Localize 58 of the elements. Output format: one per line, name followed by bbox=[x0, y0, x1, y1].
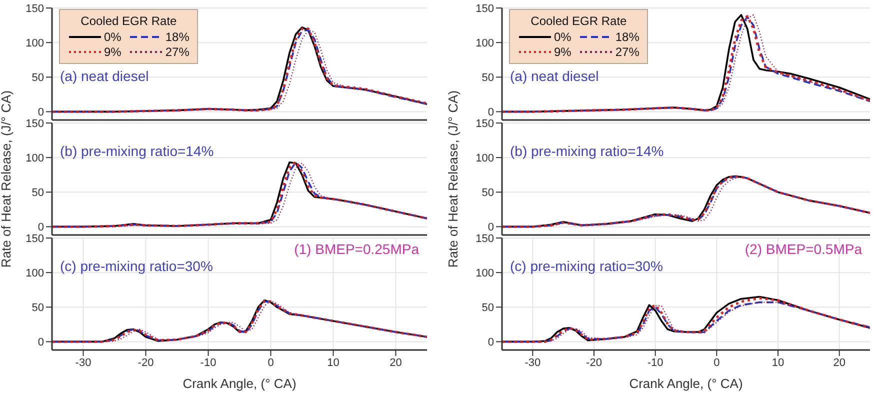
x-tick-label: 0 bbox=[714, 356, 720, 369]
x-tick-label: 20 bbox=[390, 356, 402, 369]
x-tick-label: 0 bbox=[268, 356, 274, 369]
legend-label: 18% bbox=[165, 30, 190, 44]
y-tick-label: 100 bbox=[476, 267, 494, 280]
annotation: (c) pre-mixing ratio=30% bbox=[60, 258, 213, 274]
y-tick-label: 100 bbox=[476, 37, 494, 50]
legend-label: 0% bbox=[104, 30, 122, 44]
x-tick-label: -10 bbox=[647, 356, 664, 369]
x-tick-label: -20 bbox=[586, 356, 602, 369]
y-tick-label: 150 bbox=[476, 118, 494, 130]
x-tick-label: 20 bbox=[833, 356, 846, 369]
y-tick-label: 0 bbox=[38, 336, 44, 349]
x-tick-label: -20 bbox=[138, 356, 154, 369]
annotation: (b) pre-mixing ratio=14% bbox=[510, 143, 664, 159]
legend-label: 9% bbox=[554, 45, 572, 59]
y-tick-label: 100 bbox=[26, 37, 44, 50]
legend-label: 9% bbox=[104, 45, 122, 59]
x-tick-label: -10 bbox=[200, 356, 216, 369]
y-tick-label: 0 bbox=[488, 222, 494, 234]
y-tick-label: 150 bbox=[476, 2, 494, 15]
y-tick-label: 100 bbox=[26, 267, 44, 280]
y-tick-label: 50 bbox=[482, 302, 494, 314]
y-tick-label: 0 bbox=[38, 222, 44, 234]
y-tick-label: 150 bbox=[476, 232, 494, 245]
legend-title: Cooled EGR Rate bbox=[80, 14, 178, 28]
x-axis-title: Crank Angle, (° CA) bbox=[629, 376, 743, 391]
legend-title: Cooled EGR Rate bbox=[530, 14, 628, 28]
x-tick-label: 10 bbox=[327, 356, 340, 369]
x-tick-label: -30 bbox=[75, 356, 92, 369]
y-tick-label: 0 bbox=[488, 336, 494, 349]
annotation: (b) pre-mixing ratio=14% bbox=[60, 143, 214, 159]
y-tick-label: 150 bbox=[26, 232, 44, 245]
y-tick-label: 50 bbox=[482, 187, 494, 200]
legend-label: 18% bbox=[615, 30, 640, 44]
y-tick-label: 100 bbox=[26, 152, 44, 164]
y-tick-label: 0 bbox=[38, 106, 44, 119]
x-tick-label: 10 bbox=[772, 356, 784, 369]
annotation: (a) neat diesel bbox=[510, 68, 599, 84]
y-axis-title: Rate of Heat Release, (J/° CA) bbox=[0, 90, 14, 268]
annotation: (a) neat diesel bbox=[60, 68, 149, 84]
legend-label: 27% bbox=[165, 45, 190, 59]
y-tick-label: 50 bbox=[482, 72, 494, 84]
annotation: (2) BMEP=0.5MPa bbox=[744, 241, 862, 257]
y-tick-label: 100 bbox=[476, 152, 494, 164]
x-axis-title: Crank Angle, (° CA) bbox=[182, 376, 296, 391]
y-tick-label: 150 bbox=[26, 2, 44, 15]
y-axis-title: Rate of Heat Release, (J/° CA) bbox=[446, 90, 461, 268]
annotation: (1) BMEP=0.25MPa bbox=[294, 241, 419, 257]
legend-label: 0% bbox=[554, 30, 572, 44]
legend-label: 27% bbox=[615, 45, 640, 59]
y-tick-label: 150 bbox=[26, 118, 44, 130]
y-tick-label: 50 bbox=[32, 72, 44, 84]
x-tick-label: -30 bbox=[524, 356, 541, 369]
y-tick-label: 0 bbox=[488, 106, 494, 119]
y-tick-label: 50 bbox=[32, 302, 44, 314]
y-tick-label: 50 bbox=[32, 187, 44, 200]
annotation: (c) pre-mixing ratio=30% bbox=[510, 258, 663, 274]
